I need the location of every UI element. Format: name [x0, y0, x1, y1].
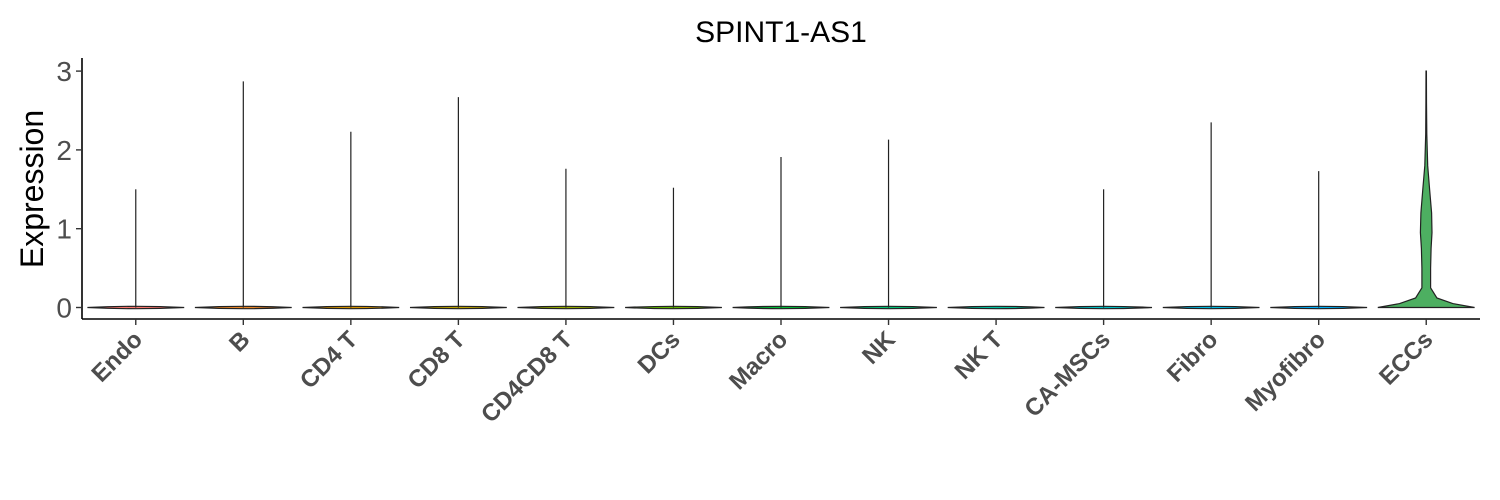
x-tick-label-nk: NK — [857, 326, 901, 370]
x-tick-label-dcs: DCs — [633, 326, 686, 379]
x-tick-label-myofibro: Myofibro — [1240, 326, 1331, 417]
x-tick-label-cd4cd8-t: CD4CD8 T — [476, 326, 578, 428]
violin-nk-t — [947, 305, 1045, 310]
x-tick-label-b: B — [224, 326, 255, 357]
x-tick-label-ca-mscs: CA-MSCs — [1019, 326, 1115, 422]
x-tick-label-macro: Macro — [724, 326, 793, 395]
y-axis-label: Expression — [14, 110, 50, 268]
x-tick-label-endo: Endo — [86, 326, 148, 388]
y-tick-label: 2 — [56, 135, 72, 166]
x-tick-label-fibro: Fibro — [1162, 326, 1224, 388]
x-tick-label-eccs: ECCs — [1374, 326, 1438, 390]
violin-eccs — [1377, 70, 1475, 309]
y-tick-label: 1 — [56, 214, 72, 245]
x-tick-label-nk-t: NK T — [950, 326, 1009, 385]
y-tick-label: 0 — [56, 293, 72, 324]
x-tick-label-cd8-t: CD8 T — [403, 326, 471, 394]
plot-area: 0 1 2 3 Endo B CD4 T CD8 T CD4CD8 T DCs Macro NK NK … — [56, 56, 1480, 428]
chart-title: SPINT1-AS1 — [695, 16, 867, 49]
x-tick-label-cd4-t: CD4 T — [295, 326, 363, 394]
y-tick-label: 3 — [56, 56, 72, 87]
